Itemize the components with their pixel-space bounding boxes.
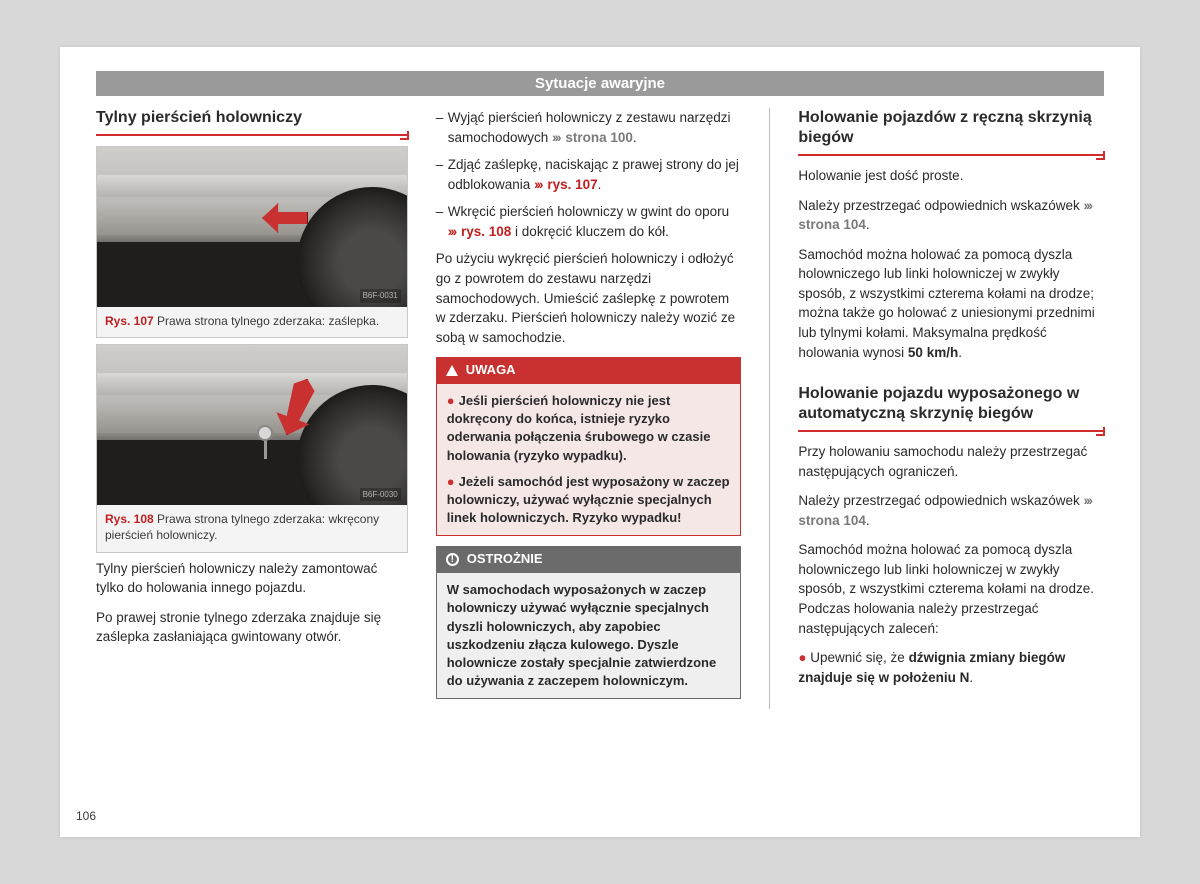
caution-header: ! OSTROŻNIE bbox=[436, 546, 742, 573]
figure-107-caption: Rys. 107 Prawa strona tylnego zderzaka: … bbox=[97, 307, 407, 337]
warning-triangle-icon bbox=[446, 365, 458, 376]
dash-bullet: – bbox=[436, 202, 448, 241]
col3-bullet-1: ● Upewnić się, że dźwignia zmiany biegów… bbox=[798, 648, 1104, 687]
heading-red-rule bbox=[798, 430, 1104, 432]
heading-red-rule bbox=[96, 134, 408, 136]
figure-108: B6F-0030 Rys. 108 Prawa strona tylnego z… bbox=[96, 344, 408, 552]
figure-107-image: B6F-0031 bbox=[97, 147, 407, 307]
col1-para-2: Po prawej stronie tylnego zderzaka znajd… bbox=[96, 608, 408, 647]
figure-108-caption: Rys. 108 Prawa strona tylnego zderzaka: … bbox=[97, 505, 407, 551]
warning-header: UWAGA bbox=[436, 357, 742, 384]
column-left: Tylny pierścień holowniczy B6F-0031 Rys.… bbox=[96, 108, 408, 709]
heading-red-rule bbox=[798, 154, 1104, 156]
caution-box: ! OSTROŻNIE W samochodach wyposażonych w… bbox=[436, 546, 742, 699]
warning-bullet-2: ●Jeżeli samochód jest wyposażony w zacze… bbox=[447, 473, 731, 528]
figure-107-code: B6F-0031 bbox=[360, 289, 401, 303]
info-circle-icon: ! bbox=[446, 553, 459, 566]
warning-body: ●Jeśli pierścień holowniczy nie jest dok… bbox=[436, 384, 742, 536]
column-divider bbox=[769, 108, 770, 709]
col3-para-1: Holowanie jest dość proste. bbox=[798, 166, 1104, 186]
section-heading-rear-eye: Tylny pierścień holowniczy bbox=[96, 108, 408, 128]
step-1: – Wyjąć pierścień holowniczy z zestawu n… bbox=[436, 108, 742, 147]
step-2: – Zdjąć zaślepkę, naciskając z prawej st… bbox=[436, 155, 742, 194]
col3-para-5: Należy przestrzegać odpowiednich wskazów… bbox=[798, 491, 1104, 530]
xref-page-100: ››› strona 100 bbox=[552, 130, 633, 145]
towing-eye-icon bbox=[257, 425, 273, 441]
content-columns: Tylny pierścień holowniczy B6F-0031 Rys.… bbox=[96, 108, 1104, 709]
col1-para-1: Tylny pierścień holowniczy należy zamont… bbox=[96, 559, 408, 598]
warning-title: UWAGA bbox=[466, 361, 516, 380]
figure-108-code: B6F-0030 bbox=[360, 488, 401, 502]
red-bullet-icon: ● bbox=[798, 650, 810, 665]
caution-title: OSTROŻNIE bbox=[467, 550, 543, 569]
caution-body: W samochodach wyposażonych w zaczep holo… bbox=[436, 573, 742, 699]
col3-para-2: Należy przestrzegać odpowiednich wskazów… bbox=[798, 196, 1104, 235]
col3-para-4: Przy holowaniu samochodu należy przestrz… bbox=[798, 442, 1104, 481]
col3-para-6: Samochód można holować za pomocą dyszla … bbox=[798, 540, 1104, 638]
xref-fig-108: ››› rys. 108 bbox=[448, 224, 512, 239]
heading-auto: Holowanie pojazdu wyposażonego w automat… bbox=[798, 384, 1104, 424]
section-auto-gearbox: Holowanie pojazdu wyposażonego w automat… bbox=[798, 384, 1104, 687]
xref-fig-107: ››› rys. 107 bbox=[534, 177, 598, 192]
figure-108-image: B6F-0030 bbox=[97, 345, 407, 505]
step-3: – Wkręcić pierścień holowniczy w gwint d… bbox=[436, 202, 742, 241]
page-header-bar: Sytuacje awaryjne bbox=[96, 71, 1104, 96]
manual-page: Sytuacje awaryjne Tylny pierścień holown… bbox=[60, 47, 1140, 837]
section-manual-gearbox: Holowanie pojazdów z ręczną skrzynią bie… bbox=[798, 108, 1104, 362]
red-bullet-icon: ● bbox=[447, 393, 455, 408]
dash-bullet: – bbox=[436, 108, 448, 147]
page-header-title: Sytuacje awaryjne bbox=[535, 75, 665, 92]
col3-para-3: Samochód można holować za pomocą dyszla … bbox=[798, 245, 1104, 362]
dash-bullet: – bbox=[436, 155, 448, 194]
max-speed-value: 50 km/h bbox=[908, 345, 958, 360]
red-bullet-icon: ● bbox=[447, 474, 455, 489]
column-middle: – Wyjąć pierścień holowniczy z zestawu n… bbox=[436, 108, 742, 709]
heading-manual: Holowanie pojazdów z ręczną skrzynią bie… bbox=[798, 108, 1104, 148]
warning-box: UWAGA ●Jeśli pierścień holowniczy nie je… bbox=[436, 357, 742, 536]
figure-107-label: Rys. 107 bbox=[105, 314, 154, 328]
column-right: Holowanie pojazdów z ręczną skrzynią bie… bbox=[798, 108, 1104, 709]
figure-107: B6F-0031 Rys. 107 Prawa strona tylnego z… bbox=[96, 146, 408, 338]
figure-108-label: Rys. 108 bbox=[105, 512, 154, 526]
page-number: 106 bbox=[76, 809, 96, 823]
col2-para-1: Po użyciu wykręcić pierścień holowniczy … bbox=[436, 249, 742, 347]
warning-bullet-1: ●Jeśli pierścień holowniczy nie jest dok… bbox=[447, 392, 731, 465]
